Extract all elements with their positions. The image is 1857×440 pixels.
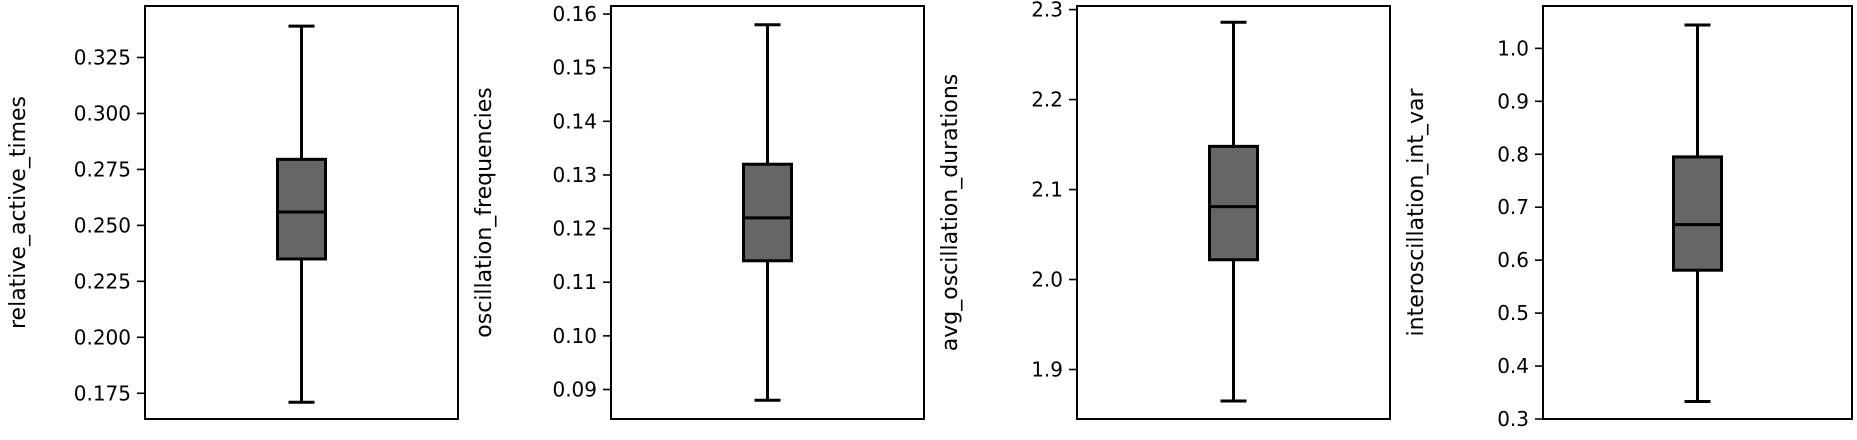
panel-1-axes-frame: [144, 5, 459, 420]
panel-2-ytick-label: 0.15: [552, 56, 597, 80]
panel-4-ytick-label: 0.6: [1497, 248, 1529, 272]
panel-3-ytick-label: 2.1: [1031, 178, 1063, 202]
panel-1-ytick-label: 0.175: [74, 381, 131, 405]
panel-3-ylabel: avg_oscillation_durations: [938, 74, 963, 351]
panel-4-ytick-label: 0.4: [1497, 354, 1529, 378]
panel-2-ytick-label: 0.11: [552, 270, 597, 294]
panel-2-ytick-label: 0.12: [552, 217, 597, 241]
panel-2-box: [742, 162, 793, 263]
panel-4-ytick-label: 0.5: [1497, 301, 1529, 325]
panel-1-box: [276, 157, 327, 261]
panel-2-ytick-label: 0.16: [552, 2, 597, 26]
panel-2-ytick-label: 0.13: [552, 163, 597, 187]
panel-4-ytick-label: 1.0: [1497, 36, 1529, 60]
panel-2-ytick-label: 0.10: [552, 324, 597, 348]
panel-4-ytick-label: 0.9: [1497, 89, 1529, 113]
panel-3-ytick-label: 2.0: [1031, 268, 1063, 292]
panel-1-ytick-label: 0.275: [74, 157, 131, 181]
panel-1-ytick-label: 0.300: [74, 101, 131, 125]
panel-2-ytick-label: 0.14: [552, 109, 597, 133]
panel-4-ytick-label: 0.8: [1497, 142, 1529, 166]
panel-4-axes-frame: [1542, 5, 1853, 420]
panel-1-ytick-label: 0.325: [74, 45, 131, 69]
panel-3-box: [1208, 144, 1259, 262]
panel-4-box: [1672, 155, 1723, 272]
panel-4-ytick-label: 0.7: [1497, 195, 1529, 219]
panel-1-ytick-label: 0.250: [74, 213, 131, 237]
panel-3-ytick-label: 1.9: [1031, 358, 1063, 382]
panel-3-ytick-label: 2.2: [1031, 88, 1063, 112]
panel-4-ylabel: interoscillation_int_var: [1404, 88, 1429, 337]
panel-1-ylabel: relative_active_times: [6, 96, 31, 329]
panel-2-ylabel: oscillation_frequencies: [472, 87, 497, 337]
panel-2-ytick-label: 0.09: [552, 378, 597, 402]
panel-4-ytick-label: 0.3: [1497, 407, 1529, 431]
panel-2-axes-frame: [610, 5, 925, 420]
panel-1-ytick-label: 0.225: [74, 269, 131, 293]
panel-3-ytick-label: 2.3: [1031, 0, 1063, 22]
panel-1-ytick-label: 0.200: [74, 325, 131, 349]
panel-3-axes-frame: [1076, 5, 1391, 420]
